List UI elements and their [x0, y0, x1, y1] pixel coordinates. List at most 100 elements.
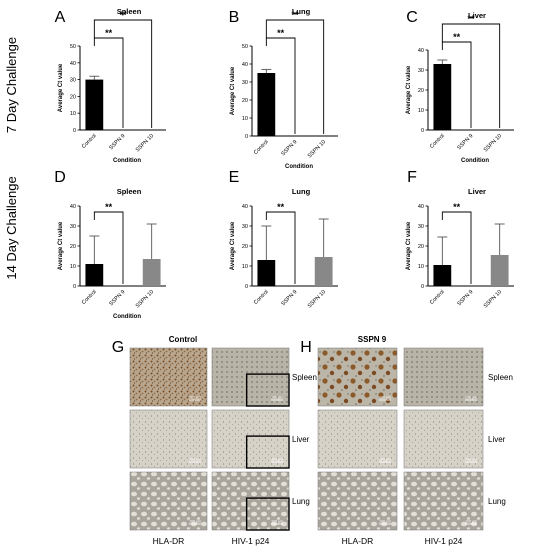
x-tick-label: SSPN 10: [307, 289, 327, 309]
x-tick-label: SSPN 9: [108, 289, 126, 307]
y-tick-label: 40: [242, 204, 248, 210]
scale-bar-label: 100 μm: [271, 458, 283, 462]
y-tick-label: 40: [70, 204, 76, 210]
y-tick-label: 30: [418, 68, 424, 74]
y-tick-label: 30: [242, 224, 248, 230]
stain-column-label: HLA-DR: [153, 536, 185, 546]
y-tick-label: 20: [242, 98, 248, 104]
x-axis-label: Condition: [113, 158, 141, 164]
y-tick-label: 50: [242, 44, 248, 50]
y-tick-label: 0: [421, 128, 424, 134]
y-tick-label: 50: [70, 44, 76, 50]
chart-title: Spleen: [117, 187, 142, 196]
significance-bracket: [93, 211, 124, 284]
micrograph: [317, 471, 398, 531]
y-tick-label: 40: [418, 204, 424, 210]
x-tick-label: SSPN 10: [483, 133, 503, 153]
scale-bar-label: 100 μm: [379, 520, 391, 524]
significance-bracket: [93, 19, 153, 128]
significance-label: **: [453, 202, 461, 212]
bar: [314, 257, 333, 286]
row-label: 14 Day Challenge: [4, 176, 19, 279]
x-tick-label: SSPN 9: [108, 133, 126, 151]
x-tick-label: Control: [253, 289, 270, 306]
scale-bar-label: 100 μm: [189, 520, 201, 524]
bar: [490, 255, 509, 286]
y-tick-label: 30: [418, 224, 424, 230]
significance-label: **: [105, 202, 113, 212]
x-tick-label: Control: [253, 139, 270, 156]
scale-bar-label: 100 μm: [271, 396, 283, 400]
significance-label: **: [119, 10, 127, 20]
tissue-row-label: Lung: [488, 497, 506, 506]
chart-title: Liver: [468, 11, 486, 20]
micrograph: [317, 409, 398, 469]
panel-letter: G: [112, 339, 124, 356]
y-tick-label: 0: [73, 128, 76, 134]
x-axis-label: Condition: [285, 164, 313, 170]
bar: [257, 73, 276, 136]
y-tick-label: 10: [242, 264, 248, 270]
scale-bar-label: 100 μm: [465, 458, 477, 462]
significance-bracket: [93, 37, 124, 128]
histology-title: Control: [169, 335, 197, 344]
chart-title: Lung: [292, 187, 311, 196]
tissue-row-label: Liver: [292, 435, 310, 444]
bar: [433, 265, 452, 286]
x-tick-label: SSPN 9: [280, 139, 298, 157]
panel-letter: E: [229, 169, 240, 186]
y-tick-label: 40: [70, 61, 76, 67]
y-tick-label: 0: [73, 284, 76, 290]
significance-bracket: [441, 23, 501, 128]
y-tick-label: 0: [245, 134, 248, 140]
x-tick-label: SSPN 9: [456, 133, 474, 151]
chart-panel-e: E Lung 0 10 20 30 40 Average Ct value Control SSP…: [229, 169, 338, 309]
x-tick-label: Control: [429, 133, 446, 150]
scale-bar-label: 100 μm: [379, 458, 391, 462]
micrograph-inset: [245, 373, 290, 407]
stain-column-label: HIV-1 p24: [232, 536, 270, 546]
y-tick-label: 20: [418, 244, 424, 250]
micrograph: [317, 347, 398, 407]
bar: [85, 264, 104, 286]
x-tick-label: SSPN 9: [456, 289, 474, 307]
chart-panel-d: D Spleen 0 10 20 30 40 Average Ct value Control S…: [54, 169, 166, 320]
y-axis-label: Average Ct value: [230, 66, 236, 115]
significance-bracket: [265, 211, 296, 284]
y-tick-label: 40: [418, 48, 424, 54]
y-tick-label: 10: [418, 108, 424, 114]
chart-title: Liver: [468, 187, 486, 196]
chart-title: Lung: [292, 7, 311, 16]
y-tick-label: 40: [242, 62, 248, 68]
significance-bracket: [441, 211, 472, 284]
micrograph: [129, 409, 208, 469]
bar: [257, 260, 276, 286]
histology-title: SSPN 9: [358, 335, 387, 344]
chart-title: Spleen: [117, 7, 142, 16]
tissue-row-label: Liver: [488, 435, 506, 444]
x-tick-label: SSPN 10: [135, 289, 155, 309]
bar: [142, 259, 161, 286]
x-tick-label: Control: [81, 133, 98, 150]
micrograph-inset: [245, 497, 290, 531]
tissue-row-label: Spleen: [488, 373, 513, 382]
scale-bar-label: 100 μm: [379, 396, 391, 400]
significance-label: **: [277, 28, 285, 38]
panel-letter: C: [406, 9, 418, 26]
significance-label: **: [277, 202, 285, 212]
chart-panel-c: C Liver 0 10 20 30 40 Average Ct value Control SS…: [406, 9, 514, 164]
row-label: 7 Day Challenge: [4, 37, 19, 133]
chart-panel-f: F Liver 0 10 20 30 40 Average Ct value Control SS…: [406, 169, 514, 309]
y-tick-label: 30: [70, 224, 76, 230]
x-axis-label: Condition: [113, 314, 141, 320]
stain-column-label: HLA-DR: [342, 536, 374, 546]
scale-bar-label: 100 μm: [271, 520, 283, 524]
micrograph-inset: [245, 435, 290, 469]
y-tick-label: 20: [418, 88, 424, 94]
scale-bar-label: 100 μm: [189, 458, 201, 462]
x-tick-label: Control: [429, 289, 446, 306]
y-axis-label: Average Ct value: [230, 221, 236, 270]
significance-bracket: [265, 37, 296, 134]
scale-bar-label: 100 μm: [465, 396, 477, 400]
x-axis-label: Condition: [461, 158, 489, 164]
